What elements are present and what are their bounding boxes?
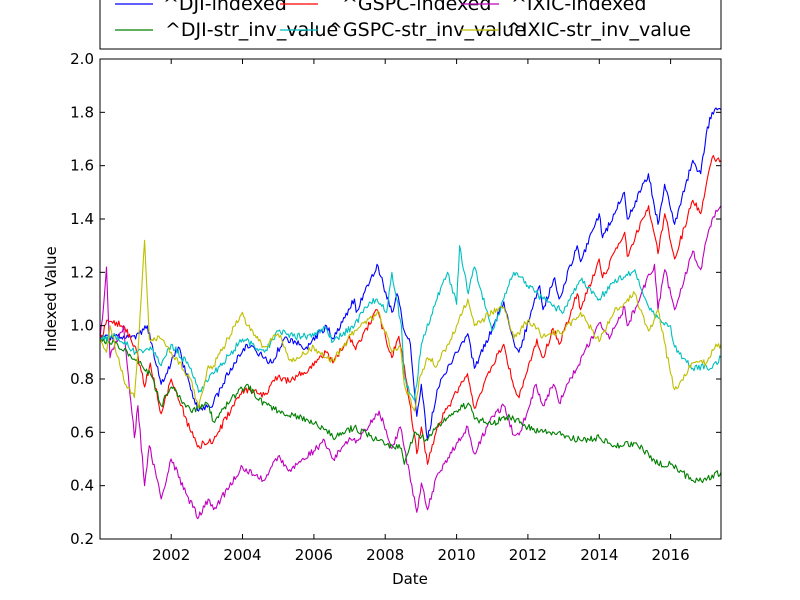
y-tick-label: 0.2 [70, 530, 94, 548]
y-tick-label: 0.4 [70, 477, 94, 495]
x-tick-label: 2002 [152, 546, 190, 564]
x-tick-label: 2004 [223, 546, 261, 564]
x-tick-label: 2006 [295, 546, 333, 564]
y-tick-label: 1.8 [70, 103, 94, 121]
series-line [100, 155, 721, 465]
x-tick-label: 2010 [438, 546, 476, 564]
series-line [100, 205, 721, 520]
x-tick-label: 2012 [509, 546, 547, 564]
y-tick-label: 0.6 [70, 423, 94, 441]
legend: ^DJI-indexed ^GSPC-indexed ^IXIC-indexed ^D… [99, 0, 722, 50]
ticks-layer: 0.2 0.4 0.6 0.8 1.0 1.2 1.4 1.6 1.8 2.0 2002 2004 20… [70, 50, 721, 564]
y-tick-label: 2.0 [70, 50, 94, 68]
series-line [100, 107, 721, 441]
y-axis-label: Indexed Value [42, 246, 60, 352]
y-tick-label: 0.8 [70, 370, 94, 388]
x-tick-label: 2014 [580, 546, 618, 564]
x-tick-label: 2016 [652, 546, 690, 564]
series-line [100, 239, 721, 412]
y-tick-label: 1.6 [70, 157, 94, 175]
legend-entry: ^DJI-indexed [163, 0, 287, 15]
series-line [100, 337, 721, 484]
series-layer [100, 107, 721, 520]
legend-entry: ^IXIC-str_inv_value [506, 19, 691, 41]
legend-entry: ^IXIC-indexed [511, 0, 646, 15]
y-tick-label: 1.2 [70, 263, 94, 281]
legend-entry: ^GSPC-indexed [342, 0, 491, 15]
plot-frame [99, 58, 722, 540]
y-tick-label: 1.0 [70, 317, 94, 335]
y-tick-label: 1.4 [70, 210, 94, 228]
x-axis-label: Date [392, 570, 428, 588]
x-tick-label: 2008 [366, 546, 404, 564]
series-line [100, 245, 721, 401]
legend-box [99, 0, 722, 50]
legend-entry: ^DJI-str_inv_value [165, 19, 338, 41]
legend-entry: ^GSPC-str_inv_value [327, 19, 526, 41]
